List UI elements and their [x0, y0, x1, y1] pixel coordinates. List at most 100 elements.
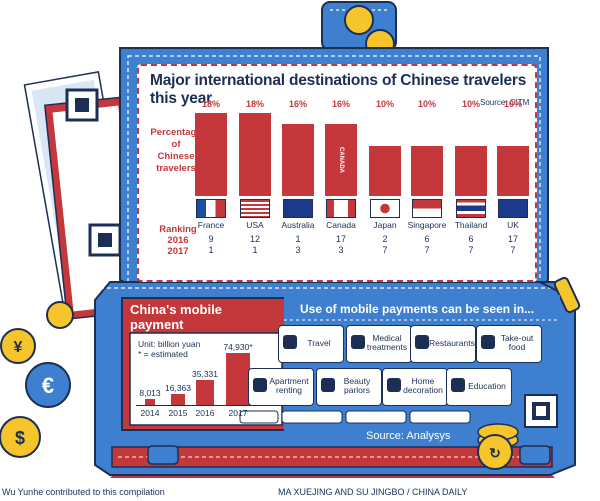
kangaroo-icon — [282, 124, 314, 196]
euro-coin-icon: € — [25, 362, 71, 408]
eiffel-tower-icon — [195, 113, 227, 196]
percentage-value: 10% — [503, 99, 522, 109]
payment-bar — [171, 393, 185, 405]
usage-label: treatments — [366, 342, 408, 352]
flag-icon — [370, 199, 400, 218]
usage-label: renting — [276, 385, 302, 395]
mountie-icon: CANADA — [325, 124, 357, 196]
beauty-icon — [321, 378, 335, 392]
qr-code-2-icon — [88, 223, 122, 257]
percentage-label-line: Percentage — [150, 127, 202, 138]
flag-icon — [456, 199, 486, 218]
usage-label-block: Restaurants — [429, 338, 475, 348]
usage-label-block: Home decoration — [401, 377, 445, 395]
ranking-label: Ranking 2016 2017 — [152, 224, 204, 257]
torii-gate-icon — [369, 146, 401, 196]
payment-bar — [196, 380, 214, 405]
flag-icon — [196, 199, 226, 218]
payment-unit: Unit: billion yuan * = estimated — [138, 339, 200, 359]
usage-label: food — [508, 342, 526, 352]
payment-title: China's mobile payment market transactio… — [130, 302, 260, 347]
rank-2017: 7 — [468, 245, 474, 255]
rank-2017: 1 — [208, 245, 214, 255]
payment-bar-value: 8,013 — [139, 388, 161, 399]
payment-bar-year: 2016 — [195, 408, 215, 418]
payment-bar — [226, 353, 250, 405]
percentage-label-line: of — [171, 139, 181, 150]
qr-code-1-icon — [65, 88, 99, 122]
svg-text:↻: ↻ — [489, 445, 501, 461]
usage-label-block: Take-out food — [495, 334, 539, 352]
svg-text:€: € — [42, 373, 54, 398]
country-name: USA — [246, 220, 264, 230]
payment-axis — [136, 405, 276, 406]
payment-unit-line: * = estimated — [138, 349, 188, 359]
rank-2016: 2 — [382, 234, 388, 244]
percentage-value: 16% — [288, 99, 307, 109]
usage-label-block: Apartment renting — [267, 377, 311, 395]
usage-source: Source: Analysys — [366, 430, 451, 442]
usage-label: Apartment — [269, 376, 309, 386]
usage-tile: Restaurants — [410, 325, 476, 363]
usage-tile: Home decoration — [382, 368, 448, 406]
percentage-value: 18% — [201, 99, 220, 109]
percentage-label: Percentage of Chinese travelers — [146, 127, 206, 175]
statue-of-liberty-icon — [239, 113, 271, 196]
usage-label: Restaurants — [429, 338, 475, 348]
percentage-value: 10% — [461, 99, 480, 109]
yen-coin-icon: ¥ — [0, 328, 36, 364]
country-name: Canada — [326, 220, 356, 230]
percentage-value: 10% — [417, 99, 436, 109]
usage-label: Beauty — [343, 376, 371, 386]
rank-2016: 12 — [249, 234, 260, 244]
rank-2017: 7 — [424, 245, 430, 255]
usage-label: Home — [411, 376, 435, 386]
usage-tile: Travel — [278, 325, 344, 363]
rank-2016: 17 — [507, 234, 518, 244]
graduation-cap-icon — [451, 378, 465, 392]
dollar-coin-icon: $ — [0, 416, 41, 458]
usage-label: Take-out — [500, 333, 534, 343]
percentage-label-line: travelers — [156, 163, 196, 174]
usage-label: decoration — [403, 385, 443, 395]
flag-icon — [498, 199, 528, 218]
usage-tile: Take-out food — [476, 325, 542, 363]
country-name: Thailand — [454, 220, 488, 230]
usage-label-block: Medical treatments — [365, 334, 409, 352]
qr-code-3-icon — [524, 394, 558, 428]
svg-text:$: $ — [15, 428, 25, 448]
payment-title-line: market transactions — [130, 332, 254, 347]
medical-icon — [351, 335, 365, 349]
footer-credit: Wu Yunhe contributed to this compilation — [2, 487, 165, 497]
payment-bar-year: 2014 — [140, 408, 160, 418]
payment-bar-year: 2015 — [168, 408, 188, 418]
ranking-label-line: Ranking — [159, 224, 197, 235]
country-name: Japan — [373, 220, 397, 230]
payment-title-line: China's mobile payment — [130, 302, 222, 332]
usage-title: Use of mobile payments can be seen in... — [300, 302, 535, 316]
usage-label: parlors — [344, 385, 370, 395]
usage-label: Travel — [307, 338, 331, 348]
usage-tile: Beauty parlors — [316, 368, 382, 406]
rank-2017: 3 — [295, 245, 301, 255]
canada-sign: CANADA — [338, 147, 344, 173]
rank-2016: 6 — [424, 234, 430, 244]
flag-icon — [283, 199, 313, 218]
rank-2016: 6 — [468, 234, 474, 244]
usage-label: Medical — [372, 333, 402, 343]
percentage-value: 18% — [245, 99, 264, 109]
home-decor-icon — [387, 378, 401, 392]
usage-label-block: Travel — [297, 339, 341, 348]
coin-icon — [46, 301, 74, 329]
country-name: UK — [507, 220, 519, 230]
big-ben-icon — [497, 146, 529, 196]
takeout-icon — [481, 335, 495, 349]
ranking-label-line: 2016 — [167, 235, 189, 246]
payment-bar-value: 35,331 — [192, 369, 218, 380]
destinations-source: Source: CITM — [480, 98, 530, 107]
usage-label-block: Beauty parlors — [335, 377, 379, 395]
usage-label: Education — [468, 381, 506, 391]
percentage-label-line: Chinese — [157, 151, 195, 162]
country-columns: 18% France 9 1 18% USA 12 1 16% Australia 1 3 16% CAN… — [195, 99, 529, 255]
